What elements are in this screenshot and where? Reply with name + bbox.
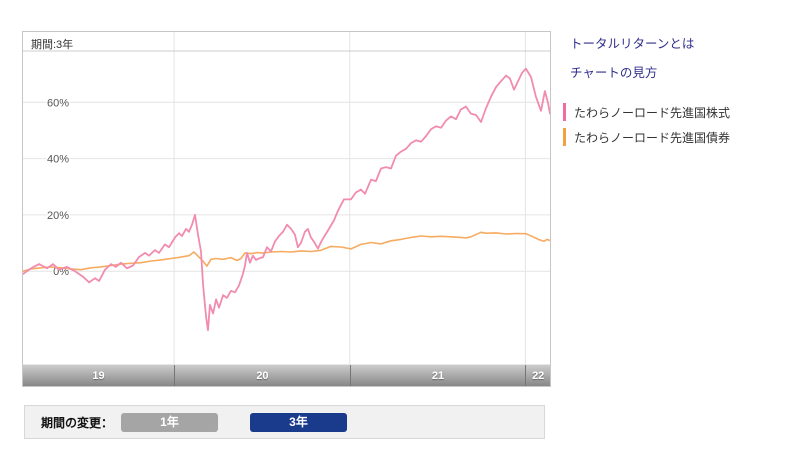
- period-3year-button[interactable]: 3年: [250, 412, 348, 432]
- performance-chart: 0%20%40%60%: [23, 32, 550, 364]
- y-tick-label: 40%: [47, 154, 69, 166]
- y-tick-label: 20%: [47, 210, 69, 222]
- x-axis-label-22: 22: [525, 365, 550, 386]
- series-line-1: [23, 67, 550, 332]
- legend-item-bond: たわらノーロード先進国債券: [563, 128, 730, 146]
- legend-item-equity: たわらノーロード先進国株式: [563, 103, 730, 121]
- bond-color-swatch: [563, 128, 566, 146]
- series-line-0: [23, 231, 550, 272]
- x-axis-label-20: 20: [174, 365, 350, 386]
- x-axis-label-19: 19: [92, 369, 105, 382]
- legend-label-bond: たわらノーロード先進国債券: [574, 130, 731, 145]
- x-axis-label-21: 21: [349, 365, 526, 386]
- y-tick-label: 60%: [47, 97, 69, 109]
- total-return-link[interactable]: トータルリターンとは: [570, 37, 695, 51]
- equity-color-swatch: [563, 103, 566, 121]
- legend-label-equity: たわらノーロード先進国株式: [574, 105, 731, 120]
- performance-chart-panel: 期間:3年 0% 20% 40% 60% 19 20 21 22: [22, 31, 551, 387]
- chart-guide-link[interactable]: チャートの見方: [570, 66, 658, 80]
- x-axis-year-bar: 19 20 21 22: [23, 364, 550, 386]
- period-change-label: 期間の変更：: [41, 415, 114, 430]
- chart-period-label: 期間:3年: [31, 39, 74, 51]
- period-control-bar: 期間の変更： 1年 3年: [24, 405, 545, 439]
- period-1year-button[interactable]: 1年: [121, 412, 219, 432]
